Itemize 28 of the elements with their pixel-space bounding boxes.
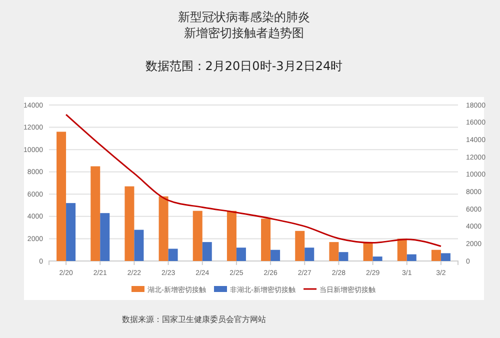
bar — [192, 210, 202, 261]
bar — [270, 250, 280, 261]
bar — [363, 242, 373, 261]
bar — [440, 253, 450, 261]
chart-title: 新型冠状病毒感染的肺炎新增密切接触者趋势图 — [178, 10, 310, 40]
bar — [124, 186, 134, 261]
bar — [338, 252, 348, 261]
bar — [134, 230, 144, 261]
bar — [295, 230, 305, 261]
bar — [56, 132, 66, 261]
bar — [304, 248, 314, 261]
bar — [226, 210, 236, 261]
bar — [329, 242, 339, 261]
chart-subtitle: 数据范围：2月20日0时-3月2日24时 — [145, 59, 343, 73]
source-note: 数据来源：国家卫生健康委员会官方网站 — [122, 315, 266, 324]
bar — [236, 248, 246, 261]
bar — [90, 166, 100, 261]
bar — [372, 256, 382, 261]
bar — [66, 203, 76, 261]
bar — [168, 248, 178, 261]
bar — [202, 242, 212, 261]
bar — [261, 218, 271, 261]
line-series — [65, 114, 442, 248]
bar — [406, 254, 416, 261]
bar — [431, 250, 441, 261]
bar — [397, 238, 407, 261]
bar — [100, 213, 110, 261]
bar — [158, 196, 168, 261]
